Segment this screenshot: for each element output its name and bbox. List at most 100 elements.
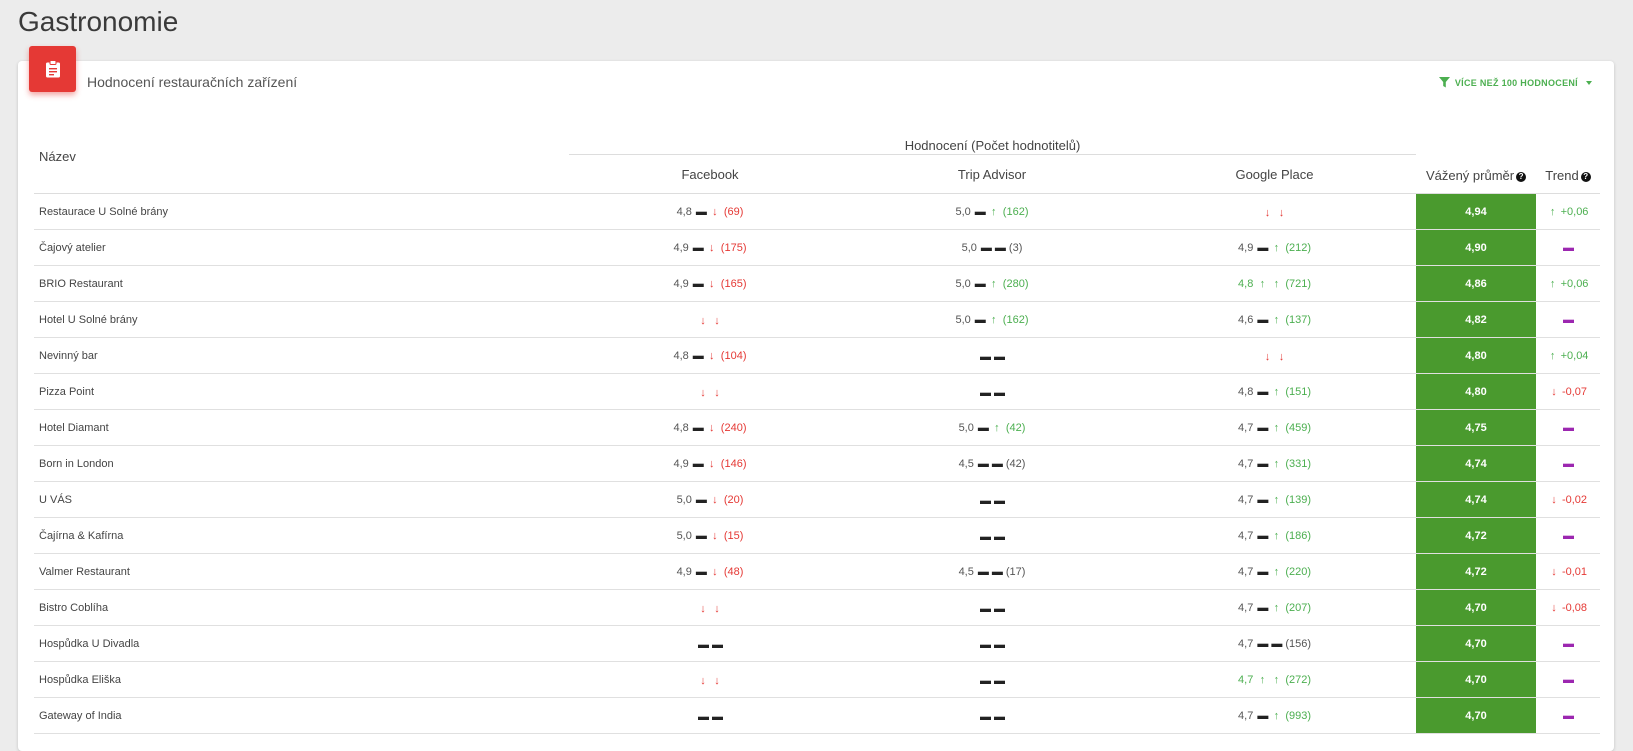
name-column-header[interactable]: Název <box>34 119 569 194</box>
weighted-average-value: 4,70 <box>1416 697 1537 734</box>
rating-value: 5,0 <box>961 241 977 254</box>
dash-icon: ▬ <box>980 639 991 651</box>
arrow-down-icon: ↓ <box>712 529 718 542</box>
dash-icon: ▬ <box>1257 637 1269 650</box>
arrow-up-icon: ↑ <box>1259 673 1266 686</box>
dash-icon: ▬ <box>994 495 1005 507</box>
dash-icon: ▬ <box>980 495 991 507</box>
rating-count: (17) <box>1005 565 1026 578</box>
table-row[interactable]: Hotel Diamant 4,8 ▬ ↓ (240) 5,0 ▬ ↑ (42) 4,7 ▬ ↑ (45… <box>34 409 1601 446</box>
trend-column-header[interactable]: Trend? <box>1536 119 1601 194</box>
arrow-up-icon: ↑ <box>1273 421 1280 434</box>
table-row[interactable]: Born in London 4,9 ▬ ↓ (146) 4,5 ▬ ▬ (42) 4,7 ▬ ↑ (3… <box>34 445 1601 482</box>
arrow-down-icon: ↓ <box>714 387 720 399</box>
facebook-rating-cell: ▬ ▬ <box>569 625 851 662</box>
rating-count: (3) <box>1008 241 1023 254</box>
arrow-up-icon: ↑ <box>1273 601 1280 614</box>
tripadvisor-rating-cell: ▬ ▬ <box>851 481 1133 518</box>
table-row[interactable]: Nevinný bar 4,8 ▬ ↓ (104) ▬ ▬ ↓ ↓ 4,80 ↑ +0,04 <box>34 337 1601 374</box>
arrow-down-icon: ↓ <box>709 421 715 434</box>
table-row[interactable]: Bistro Coblíha ↓ ↓ ▬ ▬ 4,7 ▬ ↑ (207) 4,70 ↓ -0,08 <box>34 589 1601 626</box>
google-rating-cell: 4,7 ▬ ↑ (186) <box>1133 517 1417 554</box>
weighted-average-value: 4,86 <box>1416 265 1537 302</box>
arrow-down-icon: ↓ <box>709 457 715 470</box>
dash-icon: ▬ <box>1257 601 1269 614</box>
dash-icon: ▬ <box>695 493 707 506</box>
weighted-average-value: 4,74 <box>1416 481 1537 518</box>
dash-icon: ▬ <box>994 387 1005 399</box>
table-row[interactable]: Gateway of India ▬ ▬ ▬ ▬ 4,7 ▬ ↑ (993) 4,70 ▬ <box>34 697 1601 734</box>
restaurant-name: Hospůdka U Divadla <box>34 625 569 662</box>
tripadvisor-rating-cell: 5,0 ▬ ↑ (280) <box>851 265 1133 302</box>
rating-value: 4,7 <box>1238 601 1254 614</box>
restaurant-name: Čajírna & Kafírna <box>34 517 569 554</box>
weighted-average-value: 4,90 <box>1416 229 1537 266</box>
dash-icon: ▬ <box>994 675 1005 687</box>
google-column-header[interactable]: Google Place <box>1133 154 1417 194</box>
weighted-average-value: 4,82 <box>1416 301 1537 338</box>
arrow-up-icon: ↑ <box>1273 457 1280 470</box>
table-row[interactable]: U VÁS 5,0 ▬ ↓ (20) ▬ ▬ 4,7 ▬ ↑ (139) 4,74 ↓ -0,02 <box>34 481 1601 518</box>
rating-value: 4,8 <box>673 349 689 362</box>
rating-value: 4,7 <box>1238 529 1254 542</box>
rating-count: (42) <box>1005 421 1026 434</box>
facebook-rating-cell: 4,8 ▬ ↓ (69) <box>569 193 851 230</box>
arrow-down-icon: ↓ <box>1551 601 1557 614</box>
help-icon[interactable]: ? <box>1580 172 1591 182</box>
arrow-up-icon: ↑ <box>1549 277 1556 290</box>
restaurant-name: Hotel Diamant <box>34 409 569 446</box>
rating-count: (212) <box>1285 241 1311 254</box>
help-icon[interactable]: ? <box>1516 172 1527 182</box>
trend-cell: ↑ +0,06 <box>1536 265 1601 302</box>
arrow-down-icon: ↓ <box>712 565 718 578</box>
facebook-rating-cell: 4,9 ▬ ↓ (146) <box>569 445 851 482</box>
filter-icon <box>1438 77 1450 88</box>
dash-icon: ▬ <box>994 711 1005 723</box>
rating-value: 4,7 <box>1238 709 1254 722</box>
trend-cell: ↓ -0,02 <box>1536 481 1601 518</box>
dash-icon: ▬ <box>991 457 1003 470</box>
weighted-average-column-header[interactable]: Vážený průměr? <box>1416 119 1537 194</box>
dash-icon: ▬ <box>712 639 723 651</box>
facebook-column-header[interactable]: Facebook <box>569 154 851 194</box>
restaurant-name: Born in London <box>34 445 569 482</box>
dash-icon: ▬ <box>980 531 991 543</box>
table-row[interactable]: Hotel U Solné brány ↓ ↓ 5,0 ▬ ↑ (162) 4,6 ▬ ↑ (137… <box>34 301 1601 338</box>
table-row[interactable]: BRIO Restaurant 4,9 ▬ ↓ (165) 5,0 ▬ ↑ (280) 4,8 ↑ ↑… <box>34 265 1601 302</box>
table-row[interactable]: Valmer Restaurant 4,9 ▬ ↓ (48) 4,5 ▬ ▬ (17) 4,7 ▬ ↑… <box>34 553 1601 590</box>
table-row[interactable]: Čajírna & Kafírna 5,0 ▬ ↓ (15) ▬ ▬ 4,7 ▬ ↑ (186) 4,… <box>34 517 1601 554</box>
trend-cell: ↓ -0,08 <box>1536 589 1601 626</box>
table-row[interactable]: Restaurace U Solné brány 4,8 ▬ ↓ (69) 5,0 ▬ ↑ (1… <box>34 193 1601 230</box>
table-row[interactable]: Pizza Point ↓ ↓ ▬ ▬ 4,8 ▬ ↑ (151) 4,80 ↓ -0,07 <box>34 373 1601 410</box>
tripadvisor-rating-cell: 5,0 ▬ ↑ (162) <box>851 193 1133 230</box>
restaurant-name: U VÁS <box>34 481 569 518</box>
rating-value: 4,8 <box>1238 277 1254 290</box>
dash-icon: ▬ <box>991 565 1003 578</box>
dash-icon: ▬ <box>980 603 991 615</box>
trend-cell: ▬ <box>1536 661 1601 698</box>
dash-icon: ▬ <box>994 351 1005 363</box>
arrow-down-icon: ↓ <box>709 349 715 362</box>
table-row[interactable]: Čajový atelier 4,9 ▬ ↓ (175) 5,0 ▬ ▬ (3) 4,9 ▬ ↑ (21… <box>34 229 1601 266</box>
arrow-down-icon: ↓ <box>700 387 706 399</box>
table-row[interactable]: Hospůdka U Divadla ▬ ▬ ▬ ▬ 4,7 ▬ ▬ (156) 4,70 ▬ <box>34 625 1601 662</box>
tripadvisor-rating-cell: ▬ ▬ <box>851 373 1133 410</box>
table-row[interactable]: Hospůdka Eliška ↓ ↓ ▬ ▬ 4,7 ↑ ↑ (272) 4,70 ▬ <box>34 661 1601 698</box>
facebook-rating-cell: 4,9 ▬ ↓ (175) <box>569 229 851 266</box>
facebook-rating-cell: ↓ ↓ <box>569 301 851 338</box>
ratings-table: Název Hodnocení (Počet hodnotitelů) Váže… <box>34 119 1601 734</box>
dash-icon: ▬ <box>698 711 709 723</box>
weighted-average-value: 4,94 <box>1416 193 1537 230</box>
arrow-up-icon: ↑ <box>1549 349 1556 362</box>
dash-icon: ▬ <box>1563 421 1575 434</box>
trend-cell: ↑ +0,04 <box>1536 337 1601 374</box>
dash-icon: ▬ <box>980 675 991 687</box>
arrow-up-icon: ↑ <box>1273 565 1280 578</box>
dash-icon: ▬ <box>1563 313 1575 326</box>
arrow-up-icon: ↑ <box>991 205 997 218</box>
filter-dropdown-button[interactable]: VÍCE NEŽ 100 HODNOCENÍ <box>1438 77 1592 88</box>
tripadvisor-column-header[interactable]: Trip Advisor <box>851 154 1133 194</box>
rating-value: 4,7 <box>1238 493 1254 506</box>
dash-icon: ▬ <box>695 529 707 542</box>
weighted-average-value: 4,70 <box>1416 625 1537 662</box>
